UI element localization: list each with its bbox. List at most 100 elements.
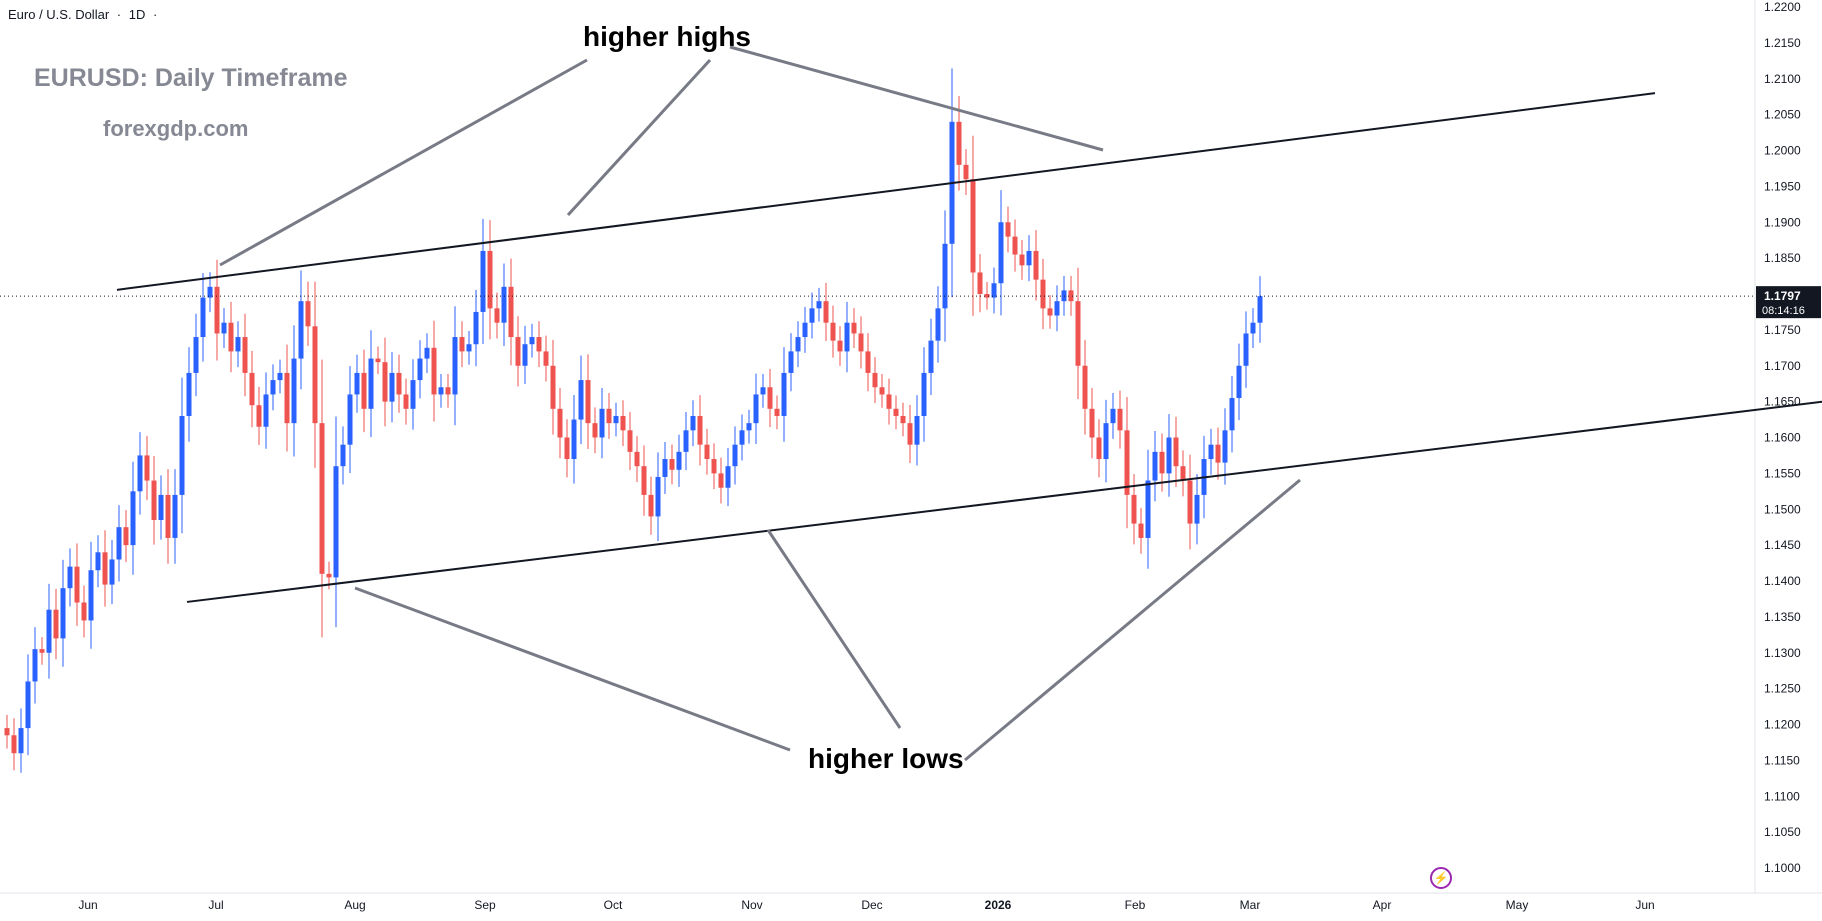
candle-body bbox=[550, 365, 556, 409]
higher-highs-label: higher highs bbox=[583, 21, 751, 52]
candle-body bbox=[263, 394, 269, 427]
candle-body bbox=[221, 322, 227, 334]
candle-body bbox=[935, 308, 941, 341]
candle-body bbox=[305, 301, 311, 327]
candle bbox=[1229, 375, 1235, 453]
candle-body bbox=[88, 570, 94, 621]
timeframe-label[interactable]: 1D bbox=[128, 7, 146, 22]
candle bbox=[1096, 419, 1102, 478]
candle-body bbox=[529, 337, 535, 345]
candle-body bbox=[459, 337, 465, 352]
candle bbox=[914, 395, 920, 466]
candle-body bbox=[599, 408, 605, 438]
candle-body bbox=[256, 405, 262, 427]
candle-body bbox=[872, 372, 878, 388]
candle bbox=[746, 409, 752, 444]
candle-body bbox=[634, 451, 640, 467]
candle-body bbox=[788, 351, 794, 373]
price-tick-label: 1.2200 bbox=[1764, 0, 1801, 14]
price-tick-label: 1.1350 bbox=[1764, 610, 1801, 624]
candle bbox=[676, 434, 682, 487]
candle-body bbox=[1089, 408, 1095, 438]
candle bbox=[1082, 339, 1088, 435]
candle bbox=[74, 543, 80, 626]
candle bbox=[193, 313, 199, 397]
candle bbox=[879, 374, 885, 408]
candle bbox=[123, 510, 129, 563]
time-tick-label: Oct bbox=[604, 898, 623, 912]
candle bbox=[25, 654, 31, 756]
candle bbox=[487, 220, 493, 340]
candle bbox=[256, 386, 262, 446]
candle bbox=[1257, 276, 1263, 343]
candle-body bbox=[823, 301, 829, 323]
candle-body bbox=[270, 380, 276, 395]
candle-body bbox=[242, 337, 248, 373]
candle bbox=[998, 190, 1004, 316]
candle bbox=[613, 402, 619, 437]
candle-body bbox=[592, 423, 598, 438]
candle-body bbox=[858, 333, 864, 352]
symbol-legend[interactable]: Euro / U.S. Dollar · 1D · bbox=[8, 7, 161, 22]
candle bbox=[333, 416, 339, 628]
candle bbox=[550, 339, 556, 435]
candle bbox=[1110, 393, 1116, 439]
candle-body bbox=[158, 494, 164, 521]
candle-body bbox=[200, 297, 206, 338]
candle-body bbox=[396, 372, 402, 395]
candle-body bbox=[382, 362, 388, 402]
candle-body bbox=[214, 286, 220, 334]
candle bbox=[445, 374, 451, 408]
candle bbox=[1103, 399, 1109, 483]
candle bbox=[900, 402, 906, 437]
price-tick-label: 1.1750 bbox=[1764, 323, 1801, 337]
price-tick-label: 1.1600 bbox=[1764, 431, 1801, 445]
candle bbox=[557, 387, 563, 459]
candle bbox=[935, 286, 941, 363]
candle bbox=[417, 340, 423, 399]
candle-body bbox=[137, 455, 143, 492]
candle-body bbox=[508, 286, 514, 338]
candle bbox=[634, 436, 640, 482]
candle-body bbox=[354, 372, 360, 395]
candle bbox=[886, 378, 892, 425]
price-tick-label: 1.1250 bbox=[1764, 682, 1801, 696]
candle bbox=[830, 305, 836, 358]
candle bbox=[39, 637, 45, 665]
candle bbox=[781, 347, 787, 442]
price-tick-label: 1.1050 bbox=[1764, 825, 1801, 839]
time-tick-label: Jul bbox=[208, 898, 223, 912]
candle-body bbox=[1173, 437, 1179, 467]
candle bbox=[228, 301, 234, 373]
candle-body bbox=[844, 322, 850, 352]
candle bbox=[466, 330, 472, 365]
price-tick-label: 1.2100 bbox=[1764, 72, 1801, 86]
candle bbox=[172, 469, 178, 564]
candle bbox=[109, 539, 115, 605]
candle-body bbox=[711, 459, 717, 474]
candle-body bbox=[39, 649, 45, 653]
candle-body bbox=[480, 250, 486, 312]
candle-body bbox=[207, 286, 213, 298]
candle bbox=[690, 400, 696, 447]
candle-body bbox=[249, 372, 255, 406]
candle-body bbox=[298, 301, 304, 359]
candle-body bbox=[347, 394, 353, 445]
candle bbox=[1040, 258, 1046, 330]
candle-body bbox=[725, 466, 731, 488]
candle bbox=[606, 393, 612, 439]
candle bbox=[865, 333, 871, 392]
time-tick-label: Dec bbox=[861, 898, 882, 912]
candle bbox=[186, 347, 192, 442]
candle-body bbox=[683, 430, 689, 452]
price-tick-label: 1.2050 bbox=[1764, 108, 1801, 122]
candle-body bbox=[641, 466, 647, 495]
candle-body bbox=[613, 415, 619, 424]
candle bbox=[907, 404, 913, 463]
lightning-icon[interactable]: ⚡ bbox=[1430, 867, 1452, 889]
candle-body bbox=[445, 387, 451, 395]
candle-body bbox=[1117, 408, 1123, 431]
candle-body bbox=[718, 473, 724, 488]
candle-body bbox=[1068, 290, 1074, 302]
